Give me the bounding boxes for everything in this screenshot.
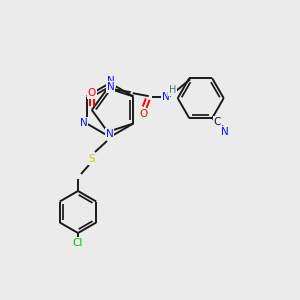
Text: N: N [106, 129, 114, 139]
Text: N: N [107, 76, 115, 86]
Text: S: S [89, 154, 95, 164]
Text: N: N [221, 127, 229, 137]
Text: N: N [162, 92, 170, 102]
Text: N: N [80, 118, 88, 128]
Text: H: H [169, 85, 176, 95]
Text: O: O [88, 88, 96, 98]
Text: N: N [107, 82, 115, 92]
Text: O: O [140, 109, 148, 119]
Text: Cl: Cl [73, 238, 83, 248]
Text: C: C [214, 117, 221, 127]
